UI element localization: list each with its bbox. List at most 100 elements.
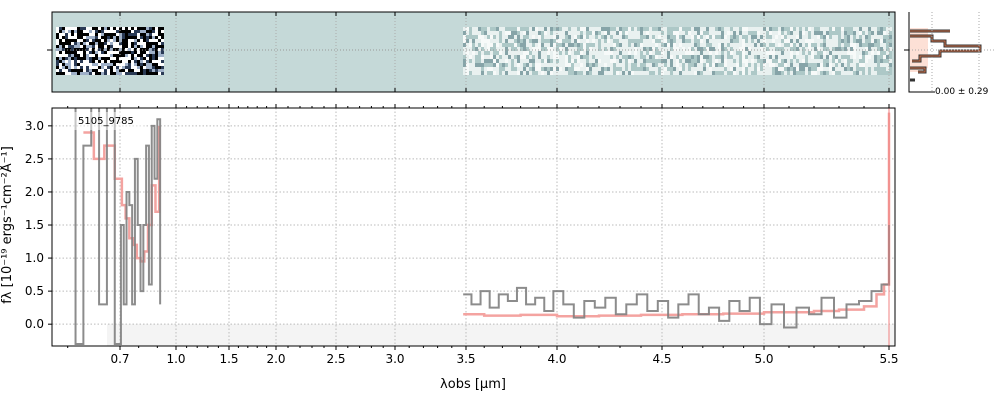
2d-pixel bbox=[101, 54, 104, 57]
2d-pixel bbox=[631, 71, 634, 75]
2d-pixel bbox=[508, 47, 511, 51]
2d-pixel bbox=[685, 31, 688, 35]
2d-pixel bbox=[98, 30, 101, 33]
2d-pixel bbox=[74, 66, 77, 69]
2d-pixel bbox=[508, 55, 511, 59]
2d-pixel bbox=[850, 31, 853, 35]
2d-pixel bbox=[634, 31, 637, 35]
2d-pixel bbox=[119, 54, 122, 57]
2d-pixel bbox=[724, 67, 727, 71]
2d-pixel bbox=[811, 55, 814, 59]
2d-pixel bbox=[83, 48, 86, 51]
2d-pixel bbox=[607, 39, 610, 43]
2d-pixel bbox=[502, 71, 505, 75]
2d-pixel bbox=[574, 51, 577, 55]
2d-pixel bbox=[745, 47, 748, 51]
2d-pixel bbox=[589, 27, 592, 31]
2d-pixel bbox=[155, 48, 158, 51]
2d-pixel bbox=[514, 55, 517, 59]
2d-pixel bbox=[580, 71, 583, 75]
2d-pixel bbox=[56, 54, 59, 57]
2d-pixel bbox=[760, 39, 763, 43]
2d-pixel bbox=[637, 43, 640, 47]
2d-pixel bbox=[562, 39, 565, 43]
2d-pixel bbox=[856, 63, 859, 67]
2d-pixel bbox=[529, 47, 532, 51]
2d-pixel bbox=[577, 43, 580, 47]
2d-pixel bbox=[796, 31, 799, 35]
2d-pixel bbox=[706, 43, 709, 47]
2d-pixel bbox=[98, 54, 101, 57]
2d-pixel bbox=[116, 57, 119, 60]
2d-pixel bbox=[134, 36, 137, 39]
2d-pixel bbox=[646, 43, 649, 47]
2d-pixel bbox=[604, 47, 607, 51]
2d-pixel bbox=[574, 71, 577, 75]
2d-pixel bbox=[541, 59, 544, 63]
2d-pixel bbox=[880, 47, 883, 51]
2d-pixel bbox=[517, 55, 520, 59]
2d-pixel bbox=[538, 67, 541, 71]
2d-pixel bbox=[715, 31, 718, 35]
2d-pixel bbox=[490, 47, 493, 51]
2d-pixel bbox=[781, 35, 784, 39]
2d-pixel bbox=[817, 63, 820, 67]
2d-pixel bbox=[805, 39, 808, 43]
2d-pixel bbox=[517, 43, 520, 47]
2d-pixel bbox=[155, 69, 158, 72]
2d-pixel bbox=[523, 55, 526, 59]
2d-pixel bbox=[140, 51, 143, 54]
2d-pixel bbox=[628, 63, 631, 67]
2d-pixel bbox=[95, 36, 98, 39]
2d-pixel bbox=[727, 59, 730, 63]
2d-pixel bbox=[481, 63, 484, 67]
2d-pixel bbox=[143, 51, 146, 54]
2d-pixel bbox=[523, 35, 526, 39]
2d-pixel bbox=[98, 57, 101, 60]
2d-pixel bbox=[655, 59, 658, 63]
2d-pixel bbox=[583, 47, 586, 51]
2d-pixel bbox=[143, 57, 146, 60]
2d-pixel bbox=[568, 71, 571, 75]
2d-pixel bbox=[721, 55, 724, 59]
2d-pixel bbox=[841, 27, 844, 31]
2d-pixel bbox=[490, 51, 493, 55]
2d-pixel bbox=[532, 55, 535, 59]
2d-pixel bbox=[119, 30, 122, 33]
2d-pixel bbox=[748, 59, 751, 63]
2d-pixel bbox=[676, 67, 679, 71]
2d-pixel bbox=[709, 47, 712, 51]
2d-pixel bbox=[601, 39, 604, 43]
2d-pixel bbox=[484, 39, 487, 43]
2d-pixel bbox=[799, 47, 802, 51]
2d-pixel bbox=[559, 27, 562, 31]
2d-pixel bbox=[886, 71, 889, 75]
2d-pixel bbox=[589, 71, 592, 75]
2d-pixel bbox=[850, 59, 853, 63]
2d-pixel bbox=[727, 47, 730, 51]
2d-pixel bbox=[553, 55, 556, 59]
2d-pixel bbox=[808, 31, 811, 35]
2d-pixel bbox=[649, 47, 652, 51]
2d-pixel bbox=[823, 59, 826, 63]
2d-pixel bbox=[826, 63, 829, 67]
2d-pixel bbox=[793, 27, 796, 31]
2d-pixel bbox=[158, 63, 161, 66]
2d-pixel bbox=[823, 51, 826, 55]
2d-pixel bbox=[86, 60, 89, 63]
2d-pixel bbox=[754, 35, 757, 39]
2d-pixel bbox=[670, 27, 673, 31]
2d-pixel bbox=[86, 45, 89, 48]
2d-pixel bbox=[607, 71, 610, 75]
2d-pixel bbox=[862, 55, 865, 59]
2d-pixel bbox=[161, 39, 164, 42]
2d-pixel bbox=[607, 43, 610, 47]
2d-pixel bbox=[98, 72, 101, 75]
2d-pixel bbox=[760, 59, 763, 63]
2d-pixel bbox=[92, 54, 95, 57]
2d-pixel bbox=[739, 51, 742, 55]
2d-pixel bbox=[95, 66, 98, 69]
2d-pixel bbox=[691, 55, 694, 59]
2d-pixel bbox=[499, 47, 502, 51]
2d-pixel bbox=[739, 59, 742, 63]
